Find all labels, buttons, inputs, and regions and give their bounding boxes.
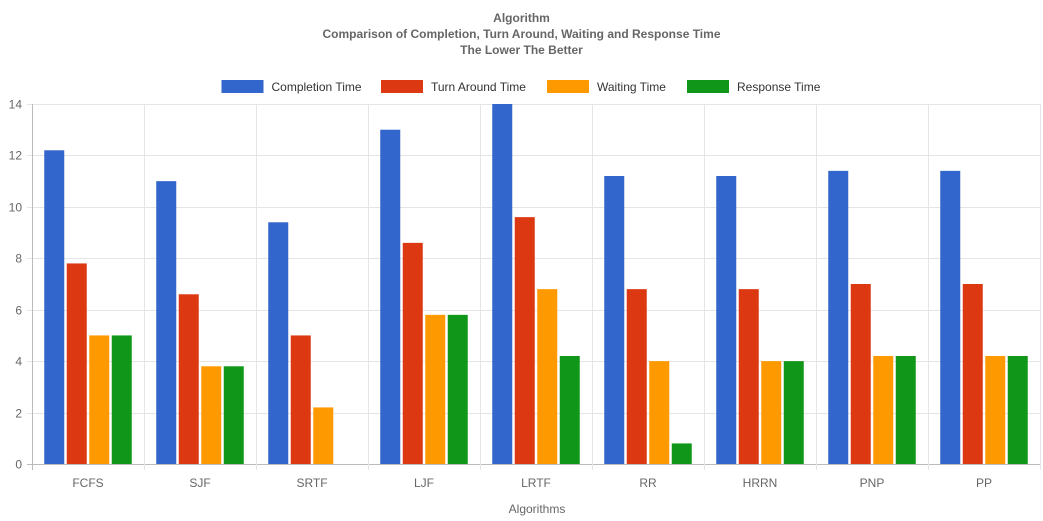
legend-item[interactable]: Turn Around Time <box>381 80 526 94</box>
bar[interactable] <box>514 217 535 464</box>
bar[interactable] <box>425 314 446 464</box>
legend-swatch <box>547 80 589 93</box>
bar[interactable] <box>66 263 87 464</box>
bar[interactable] <box>895 356 916 464</box>
bar[interactable] <box>761 361 782 464</box>
bar[interactable] <box>626 289 647 464</box>
x-axis-label: Algorithms <box>509 502 566 516</box>
bar[interactable] <box>738 289 759 464</box>
bar[interactable] <box>828 170 849 464</box>
chart-title-line-1: Algorithm <box>493 11 550 25</box>
bar[interactable] <box>559 356 580 464</box>
legend-label: Waiting Time <box>597 80 666 94</box>
legend-label: Completion Time <box>272 80 362 94</box>
bar[interactable] <box>783 361 804 464</box>
legend: Completion Time Turn Around Time Waiting T… <box>221 80 821 94</box>
bar[interactable] <box>290 335 311 464</box>
legend-item[interactable]: Waiting Time <box>547 80 666 94</box>
bar[interactable] <box>850 284 871 464</box>
bar[interactable] <box>380 129 401 464</box>
bar[interactable] <box>1007 356 1028 464</box>
x-tick-label: HRRN <box>743 476 778 490</box>
bar[interactable] <box>268 222 289 464</box>
bar[interactable] <box>649 361 670 464</box>
legend-label: Response Time <box>737 80 821 94</box>
bar[interactable] <box>313 407 334 464</box>
bar[interactable] <box>44 150 65 465</box>
legend-item[interactable]: Response Time <box>687 80 821 94</box>
x-tick-label: RR <box>639 476 657 490</box>
bar[interactable] <box>873 356 894 464</box>
y-tick-label: 12 <box>9 149 23 163</box>
x-tick-label: LJF <box>414 476 434 490</box>
y-tick-label: 8 <box>15 252 22 266</box>
bar[interactable] <box>223 366 244 464</box>
bars <box>44 104 1028 465</box>
y-tick-label: 4 <box>15 355 22 369</box>
chart-title-line-3: The Lower The Better <box>460 43 583 57</box>
chart-titles: Algorithm Comparison of Completion, Turn… <box>322 11 720 57</box>
bar[interactable] <box>962 284 983 464</box>
bar[interactable] <box>178 294 199 464</box>
legend-swatch <box>221 80 264 93</box>
bar[interactable] <box>940 170 961 464</box>
chart-title-line-2: Comparison of Completion, Turn Around, W… <box>322 27 720 41</box>
x-tick-label: LRTF <box>521 476 551 490</box>
bar[interactable] <box>89 335 110 464</box>
x-tick-label: PNP <box>860 476 885 490</box>
x-tick-label: FCFS <box>72 476 103 490</box>
legend-swatch <box>381 80 423 93</box>
legend-label: Turn Around Time <box>431 80 526 94</box>
y-tick-label: 10 <box>9 201 23 215</box>
legend-item[interactable]: Completion Time <box>221 80 362 94</box>
x-tick-label: SRTF <box>296 476 327 490</box>
bar[interactable] <box>716 176 737 464</box>
bar[interactable] <box>201 366 222 464</box>
y-tick-label: 6 <box>15 304 22 318</box>
bar[interactable] <box>537 289 558 464</box>
bar[interactable] <box>985 356 1006 464</box>
bar[interactable] <box>492 104 513 464</box>
bar[interactable] <box>447 314 468 464</box>
x-tick-label: SJF <box>189 476 210 490</box>
y-tick-label: 2 <box>15 407 22 421</box>
y-tick-label: 14 <box>9 98 23 112</box>
bar[interactable] <box>671 443 692 464</box>
bar[interactable] <box>604 176 625 464</box>
y-tick-label: 0 <box>15 458 22 472</box>
axes: 0 2 4 6 8 10 12 14 FCFS SJF SRTF LJF LRTF RR HRRN PNP PP <box>9 98 992 491</box>
bar[interactable] <box>402 242 423 464</box>
bar[interactable] <box>111 335 132 464</box>
bar[interactable] <box>156 181 177 464</box>
legend-swatch <box>687 80 729 93</box>
x-tick-label: PP <box>976 476 992 490</box>
